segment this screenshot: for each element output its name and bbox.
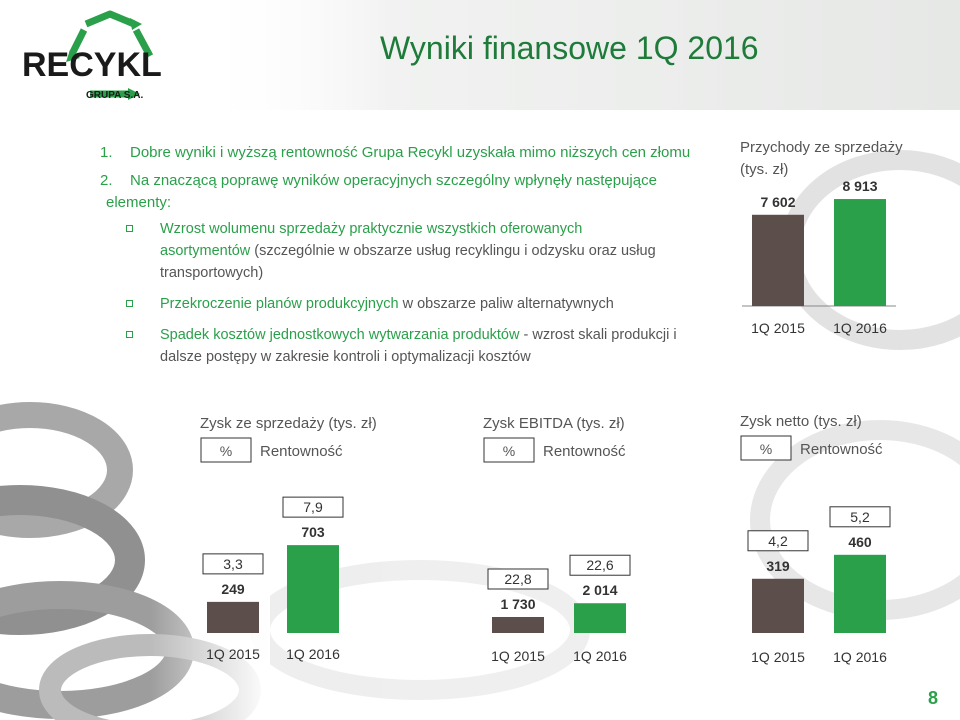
bar [574, 603, 626, 633]
logo-subtext: GRUPA S.A. [86, 90, 143, 101]
bullet-text: (szczególnie w obszarze usług recyklingu… [160, 243, 656, 281]
data-label: 2 014 [582, 582, 617, 598]
bullet-highlight: asortymentów [160, 243, 251, 259]
tires-fade [150, 380, 270, 720]
square-bullet-icon [126, 300, 133, 307]
category-label: 1Q 2015 [206, 646, 260, 662]
bar [752, 214, 804, 306]
header-band [200, 0, 960, 110]
category-label: 1Q 2015 [491, 648, 545, 664]
margin-label: 4,2 [768, 533, 788, 549]
chart-title: Zysk EBITDA (tys. zł) [483, 415, 625, 432]
margin-box [569, 554, 631, 576]
category-label: 1Q 2015 [751, 320, 805, 336]
margin-box [829, 506, 891, 528]
data-label: 460 [848, 534, 872, 550]
legend-label: Rentowność [260, 443, 343, 460]
bar [752, 578, 804, 633]
category-label: 1Q 2016 [833, 320, 887, 336]
margin-label: 5,2 [850, 509, 870, 525]
data-label: 249 [221, 581, 245, 597]
margin-label: 22,6 [586, 557, 613, 573]
intro-item: 1. Dobre wyniki i wyższą rentowność Grupa… [100, 142, 700, 164]
data-label: 7 602 [760, 194, 795, 210]
bullet-text: w obszarze paliw alternatywnych [398, 296, 614, 312]
bullet-highlight: Przekroczenie planów produkcyjnych [160, 296, 399, 312]
margin-box [202, 553, 264, 575]
data-label: 8 913 [842, 178, 877, 194]
legend-box [740, 435, 792, 461]
legend-symbol: % [760, 441, 772, 457]
chart-title: Zysk netto (tys. zł) [740, 413, 862, 430]
legend-box [483, 437, 535, 463]
category-label: 1Q 2016 [833, 649, 887, 665]
bullet-item: Przekroczenie planów produkcyjnych w obs… [122, 293, 702, 315]
chart-title: (tys. zł) [740, 161, 788, 178]
margin-label: 3,3 [223, 556, 243, 572]
square-bullet-icon [126, 331, 133, 338]
intro-number: 1. [100, 144, 113, 161]
data-label: 1 730 [500, 596, 535, 612]
legend-label: Rentowność [543, 443, 626, 460]
intro-number: 2. [100, 172, 113, 189]
intro-item: 2. Na znaczącą poprawę wyników operacyjny… [100, 170, 700, 214]
legend-box [200, 437, 252, 463]
chart-title: Zysk ze sprzedaży (tys. zł) [200, 415, 377, 432]
bullet-list: Wzrost wolumenu sprzedaży praktycznie ws… [122, 218, 702, 377]
bar [207, 601, 259, 633]
margin-box [487, 568, 549, 590]
bar [834, 199, 886, 306]
margin-box [747, 530, 809, 552]
recycle-arrows-icon [66, 10, 154, 100]
bullet-highlight: Spadek kosztów jednostkowych wytwarzania… [160, 327, 520, 343]
bar [834, 554, 886, 633]
square-bullet-icon [126, 225, 133, 232]
bullet-text: - wzrost skali produkcji i dalsze postęp… [160, 327, 677, 365]
bar [492, 616, 544, 633]
chart-title: Przychody ze sprzedaży [740, 139, 903, 156]
intro-text-continuation: elementy: [106, 194, 172, 211]
bullet-item: Wzrost wolumenu sprzedaży praktycznie ws… [122, 218, 702, 284]
recykl-logo: RECYKL GRUPA S.A. [22, 10, 162, 101]
margin-box [282, 496, 344, 518]
legend-symbol: % [220, 443, 232, 459]
category-label: 1Q 2016 [573, 648, 627, 664]
logo-wordmark: RECYKL [22, 46, 162, 84]
category-label: 1Q 2016 [286, 646, 340, 662]
bullet-highlight: Wzrost wolumenu sprzedaży praktycznie ws… [160, 221, 583, 237]
legend-symbol: % [503, 443, 515, 459]
page-title: Wyniki finansowe 1Q 2016 [380, 30, 759, 66]
margin-label: 22,8 [504, 571, 531, 587]
legend-label: Rentowność [800, 441, 883, 458]
bar [287, 545, 339, 633]
intro-text: Na znaczącą poprawę wyników operacyjnych… [130, 172, 657, 189]
category-label: 1Q 2015 [751, 649, 805, 665]
data-label: 703 [301, 524, 325, 540]
margin-label: 7,9 [303, 499, 323, 515]
page-number: 8 [927, 688, 938, 708]
bullet-item: Spadek kosztów jednostkowych wytwarzania… [122, 324, 702, 368]
intro-list: 1. Dobre wyniki i wyższą rentowność Grupa… [100, 142, 700, 214]
data-label: 319 [766, 558, 790, 574]
intro-text: Dobre wyniki i wyższą rentowność Grupa R… [130, 144, 691, 161]
